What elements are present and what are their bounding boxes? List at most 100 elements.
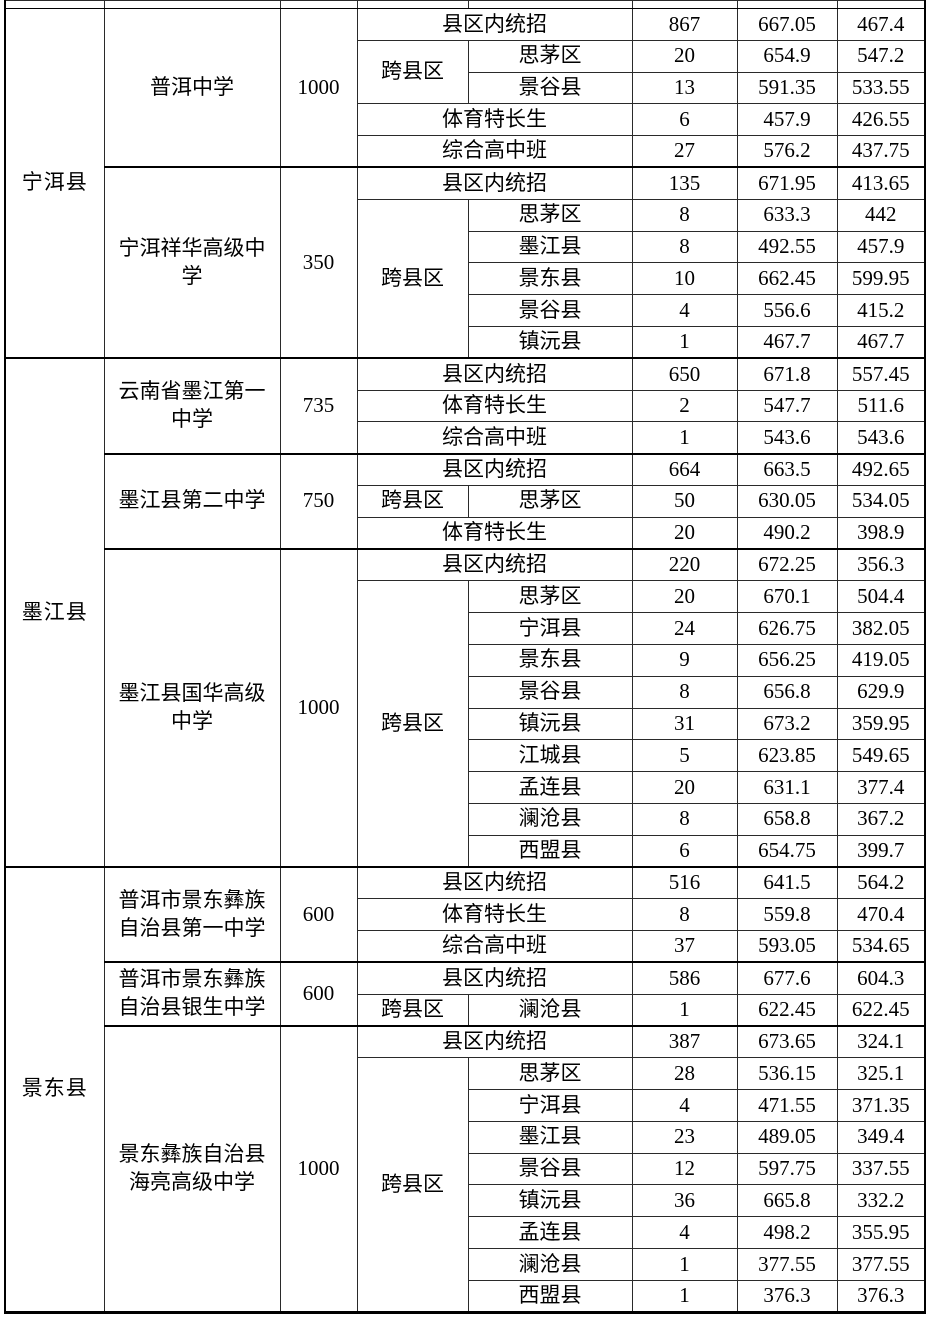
- count-cell: 9: [631, 643, 738, 677]
- region-cell: 西盟县: [467, 1279, 633, 1313]
- max-score-cell: 673.65: [736, 1025, 838, 1059]
- region-cell: 镇沅县: [467, 707, 633, 741]
- region-cell: 思茅区: [467, 198, 633, 232]
- region-cell: 景东县: [467, 643, 633, 677]
- category-cell: 综合高中班: [356, 421, 633, 455]
- count-cell: 5: [631, 739, 738, 773]
- count-cell: 23: [631, 1120, 738, 1154]
- region-cell: 西盟县: [467, 834, 633, 868]
- count-cell: 13: [631, 71, 738, 105]
- stub-cell: [631, 0, 738, 9]
- table-row: 墨江县 23 489.05 349.4: [5, 1120, 926, 1154]
- max-score-cell: 591.35: [736, 71, 838, 105]
- table-row: 景东县 10 662.45 599.95: [5, 262, 926, 296]
- max-score-cell: 490.2: [736, 516, 838, 550]
- count-cell: 650: [631, 357, 738, 391]
- count-cell: 220: [631, 548, 738, 582]
- min-score-cell: 511.6: [836, 389, 926, 423]
- max-score-cell: 654.9: [736, 39, 838, 73]
- table-row: 澜沧县 8 658.8 367.2: [5, 802, 926, 836]
- count-cell: 586: [631, 961, 738, 995]
- min-score-cell: 534.65: [836, 930, 926, 963]
- count-cell: 20: [631, 580, 738, 614]
- region-cell: 镇沅县: [467, 1184, 633, 1218]
- max-score-cell: 633.3: [736, 198, 838, 232]
- max-score-cell: 663.5: [736, 452, 838, 486]
- table-row: 跨县区 思茅区 50 630.05 534.05: [5, 484, 926, 518]
- min-score-cell: 359.95: [836, 707, 926, 741]
- count-cell: 6: [631, 103, 738, 137]
- category-cell: 县区内统招: [356, 1025, 633, 1059]
- table-row: 综合高中班 27 576.2 437.75: [5, 135, 926, 168]
- school-cell: 墨江县第二中学: [103, 452, 281, 550]
- count-cell: 135: [631, 166, 738, 200]
- table-row: 体育特长生 8 559.8 470.4: [5, 898, 926, 932]
- min-score-cell: 534.05: [836, 484, 926, 518]
- count-cell: 387: [631, 1025, 738, 1059]
- min-score-cell: 622.45: [836, 993, 926, 1027]
- category-cell: 体育特长生: [356, 898, 633, 932]
- region-cell: 思茅区: [467, 484, 633, 518]
- min-score-cell: 557.45: [836, 357, 926, 391]
- cross-county-label-cell: 跨县区: [356, 580, 469, 868]
- plan-cell: 1000: [279, 548, 358, 868]
- school-cell: 景东彝族自治县海亮高级中学: [103, 1024, 281, 1313]
- min-score-cell: 457.9: [836, 230, 926, 264]
- max-score-cell: 654.75: [736, 834, 838, 868]
- count-cell: 1: [631, 993, 738, 1027]
- category-cell: 县区内统招: [356, 357, 633, 391]
- stub-cell: [736, 0, 838, 9]
- count-cell: 8: [631, 802, 738, 836]
- count-cell: 31: [631, 707, 738, 741]
- count-cell: 516: [631, 866, 738, 900]
- category-cell: 县区内统招: [356, 8, 633, 41]
- max-score-cell: 593.05: [736, 930, 838, 963]
- category-cell: 县区内统招: [356, 866, 633, 900]
- max-score-cell: 536.15: [736, 1057, 838, 1091]
- max-score-cell: 641.5: [736, 866, 838, 900]
- category-cell: 体育特长生: [356, 516, 633, 550]
- table-row: 宁洱县 4 471.55 371.35: [5, 1089, 926, 1122]
- region-cell: 墨江县: [467, 230, 633, 264]
- table-row: 综合高中班 37 593.05 534.65: [5, 930, 926, 963]
- region-cell: 孟连县: [467, 771, 633, 804]
- count-cell: 36: [631, 1184, 738, 1218]
- max-score-cell: 623.85: [736, 739, 838, 773]
- school-cell: 普洱中学: [103, 8, 281, 168]
- min-score-cell: 325.1: [836, 1057, 926, 1091]
- table-row: 西盟县 1 376.3 376.3: [5, 1279, 926, 1313]
- max-score-cell: 559.8: [736, 898, 838, 932]
- cross-county-label-cell: 跨县区: [356, 39, 469, 105]
- max-score-cell: 622.45: [736, 993, 838, 1027]
- count-cell: 2: [631, 389, 738, 423]
- table-row: 景谷县 13 591.35 533.55: [5, 71, 926, 105]
- count-cell: 10: [631, 262, 738, 296]
- count-cell: 12: [631, 1152, 738, 1186]
- count-cell: 867: [631, 8, 738, 41]
- category-cell: 县区内统招: [356, 452, 633, 486]
- min-score-cell: 442: [836, 198, 926, 232]
- plan-cell: 1000: [279, 1024, 358, 1313]
- category-cell: 体育特长生: [356, 103, 633, 137]
- cross-county-label-cell: 跨县区: [356, 484, 469, 518]
- stub-cell: [836, 0, 926, 9]
- count-cell: 4: [631, 1216, 738, 1250]
- max-score-cell: 467.7: [736, 325, 838, 359]
- region-cell: 澜沧县: [467, 802, 633, 836]
- min-score-cell: 470.4: [836, 898, 926, 932]
- cross-county-label-cell: 跨县区: [356, 1057, 469, 1313]
- school-cell: 墨江县国华高级中学: [103, 548, 281, 868]
- county-cell: 墨江县: [4, 357, 105, 868]
- count-cell: 28: [631, 1057, 738, 1091]
- count-cell: 20: [631, 39, 738, 73]
- region-cell: 墨江县: [467, 1120, 633, 1154]
- max-score-cell: 492.55: [736, 230, 838, 264]
- min-score-cell: 604.3: [836, 961, 926, 995]
- min-score-cell: 367.2: [836, 802, 926, 836]
- max-score-cell: 671.95: [736, 166, 838, 200]
- max-score-cell: 597.75: [736, 1152, 838, 1186]
- count-cell: 8: [631, 198, 738, 232]
- count-cell: 50: [631, 484, 738, 518]
- max-score-cell: 489.05: [736, 1120, 838, 1154]
